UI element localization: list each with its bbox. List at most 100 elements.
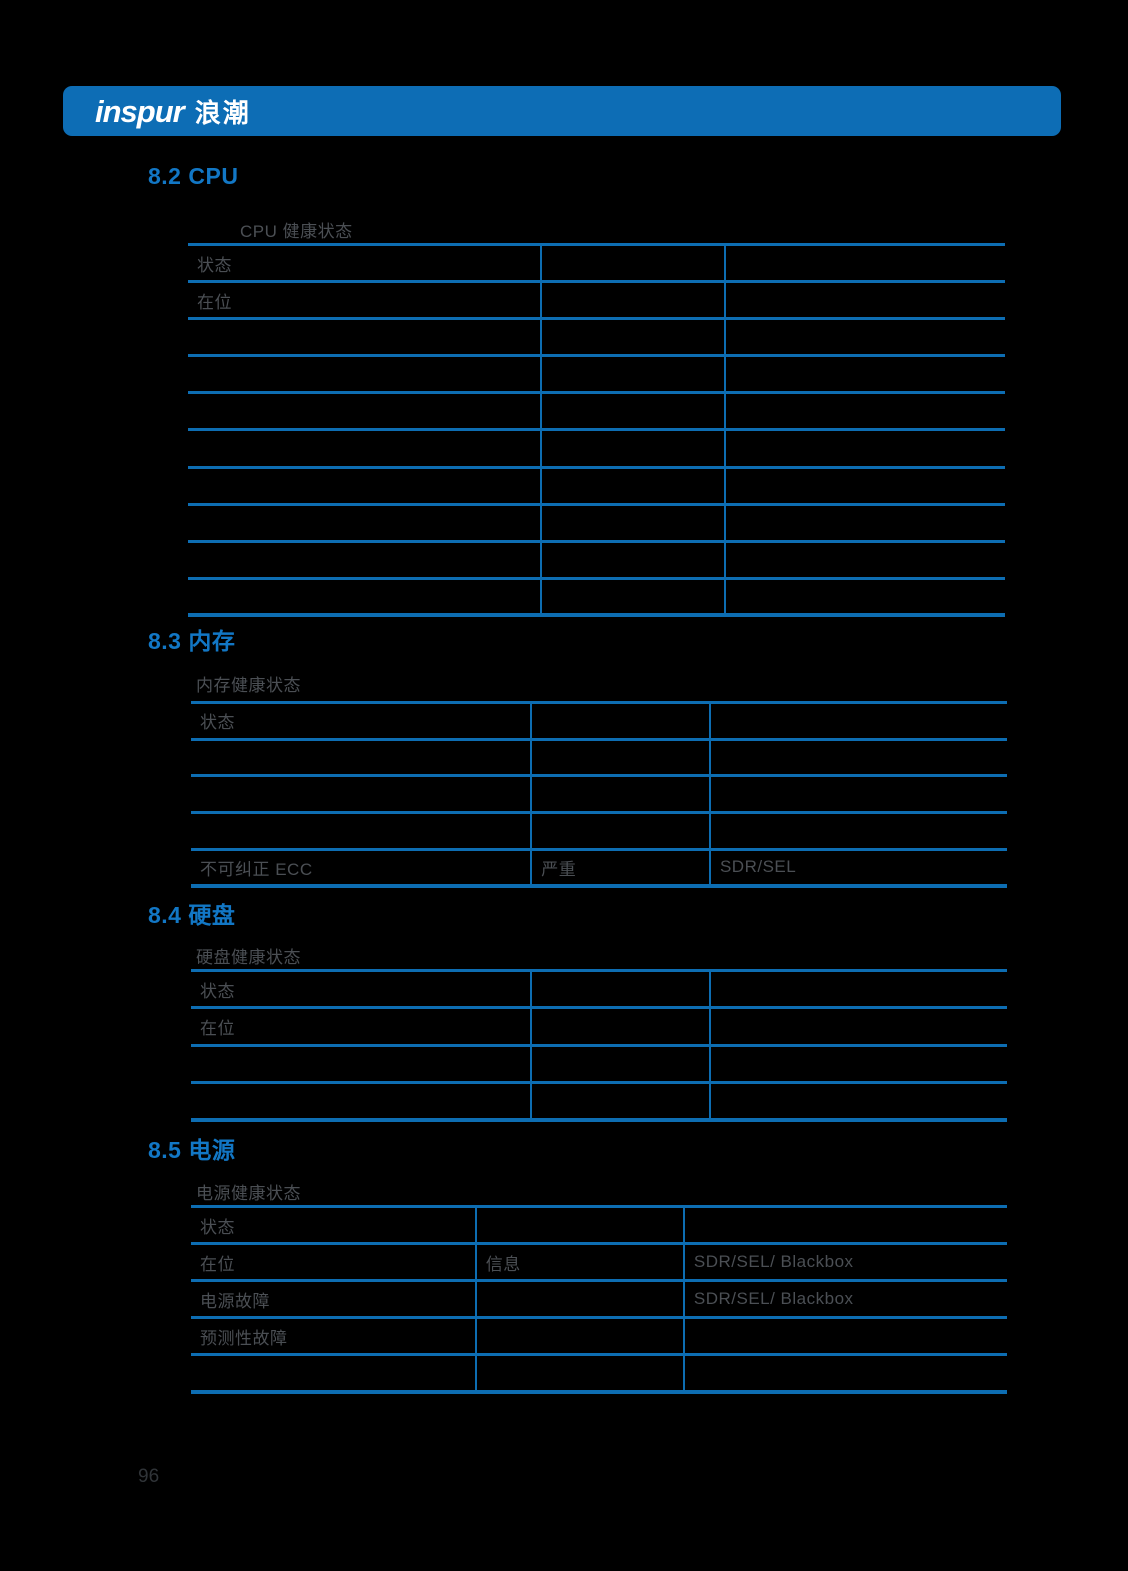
table-caption-memory: 内存健康状态 — [196, 676, 301, 695]
table-cell — [474, 1317, 684, 1356]
table-cell — [682, 1354, 1007, 1394]
table-row — [191, 812, 1007, 851]
table-cell — [723, 244, 1005, 284]
cpu-health-table: 状态 在位 — [188, 243, 1005, 618]
table-row: 在位 信息 SDR/SEL/ Blackbox — [191, 1243, 1007, 1282]
table-cell — [191, 812, 532, 851]
table-cell — [723, 355, 1005, 395]
table-row — [191, 1082, 1007, 1123]
table-cell — [188, 467, 541, 506]
table-cell — [723, 467, 1005, 506]
table-cell — [188, 318, 541, 358]
table-row — [188, 392, 1005, 432]
table-cell — [530, 970, 710, 1010]
inspur-logo-cjk: 浪潮 — [194, 97, 251, 128]
table-cell — [723, 504, 1005, 543]
table-cell — [539, 244, 725, 284]
memory-health-table: 状态不可纠正 ECC 严重 SDR/SEL — [191, 701, 1007, 888]
table-row — [188, 355, 1005, 395]
table-row: 状态 — [191, 702, 1007, 741]
table-row — [191, 1045, 1007, 1085]
table-row: 状态 — [191, 1206, 1007, 1245]
table-cell: SDR/SEL/ Blackbox — [682, 1243, 1007, 1282]
table-cell — [539, 318, 725, 358]
table-row — [188, 467, 1005, 506]
section-heading-cpu: 8.2 CPU — [148, 163, 239, 189]
table-row — [191, 1354, 1007, 1394]
table-cell: 状态 — [191, 970, 532, 1010]
table-cell: 信息 — [474, 1243, 684, 1282]
table-cell — [539, 467, 725, 506]
table-row: 电源故障 SDR/SEL/ Blackbox — [191, 1280, 1007, 1319]
table-cell: 在位 — [188, 281, 541, 321]
table-cell: 在位 — [191, 1243, 476, 1282]
table-cell — [708, 1045, 1007, 1085]
table-cell: 不可纠正 ECC — [191, 849, 532, 888]
section-heading-memory: 8.3 内存 — [148, 628, 236, 654]
table-cell — [191, 1045, 532, 1085]
table-cell: SDR/SEL/ Blackbox — [682, 1280, 1007, 1319]
section-heading-power: 8.5 电源 — [148, 1137, 236, 1163]
table-cell — [530, 702, 710, 741]
table-cell — [723, 429, 1005, 469]
table-cell — [191, 1082, 532, 1123]
table-caption-cpu: CPU 健康状态 — [240, 222, 353, 241]
table-cell: 状态 — [191, 1206, 476, 1245]
table-cell — [474, 1280, 684, 1319]
table-cell — [530, 1045, 710, 1085]
table-cell — [530, 739, 710, 778]
table-row — [188, 429, 1005, 469]
table-cell — [188, 355, 541, 395]
table-cell — [530, 812, 710, 851]
table-cell — [708, 775, 1007, 815]
table-cell — [682, 1317, 1007, 1356]
table-cell — [708, 812, 1007, 851]
table-cell — [530, 1007, 710, 1047]
table-row: 在位 — [191, 1007, 1007, 1047]
table-cell: 预测性故障 — [191, 1317, 476, 1356]
power-health-table: 状态 在位 信息 SDR/SEL/ Blackbox 电源故障 SDR/SEL/ Blac… — [191, 1205, 1007, 1394]
table-cell — [723, 578, 1005, 618]
page-number: 96 — [138, 1466, 160, 1487]
table-row — [188, 504, 1005, 543]
table-row: 预测性故障 — [191, 1317, 1007, 1356]
table-cell — [539, 504, 725, 543]
table-cell — [474, 1354, 684, 1394]
table-cell: 严重 — [530, 849, 710, 888]
table-cell: SDR/SEL — [708, 849, 1007, 888]
table-cell — [188, 504, 541, 543]
table-cell — [539, 429, 725, 469]
table-cell — [708, 739, 1007, 778]
section-heading-disk: 8.4 硬盘 — [148, 902, 236, 928]
table-cell — [191, 1354, 476, 1394]
table-cell: 状态 — [191, 702, 532, 741]
table-row — [188, 578, 1005, 618]
table-cell — [188, 429, 541, 469]
table-cell — [682, 1206, 1007, 1245]
table-cell — [474, 1206, 684, 1245]
table-row: 状态 — [191, 970, 1007, 1010]
table-cell — [723, 392, 1005, 432]
disk-health-table: 状态 在位 — [191, 969, 1007, 1123]
table-cell — [708, 970, 1007, 1010]
table-caption-power: 电源健康状态 — [196, 1184, 301, 1203]
table-cell — [188, 392, 541, 432]
inspur-logo-latin: inspur — [95, 93, 185, 129]
table-cell — [723, 318, 1005, 358]
table-cell — [530, 775, 710, 815]
table-cell — [188, 541, 541, 580]
table-row: 状态 — [188, 244, 1005, 284]
table-cell — [708, 1082, 1007, 1123]
table-row — [191, 775, 1007, 815]
table-cell — [539, 355, 725, 395]
table-cell — [539, 578, 725, 618]
table-cell — [530, 1082, 710, 1123]
table-cell — [723, 541, 1005, 580]
table-cell — [723, 281, 1005, 321]
table-cell — [191, 775, 532, 815]
header-brand-bar: inspur 浪潮 — [63, 86, 1061, 136]
table-row — [188, 318, 1005, 358]
table-cell: 在位 — [191, 1007, 532, 1047]
inspur-logo: inspur 浪潮 — [95, 96, 251, 127]
